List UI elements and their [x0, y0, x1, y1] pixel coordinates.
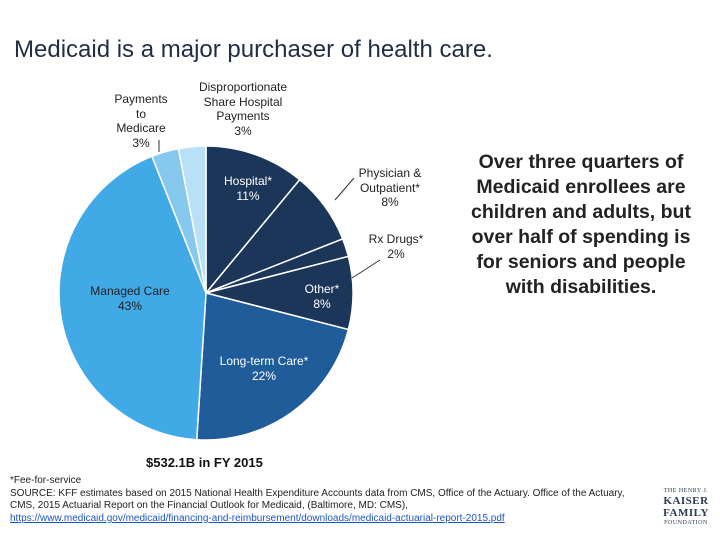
logo-line-3: FAMILY: [663, 507, 709, 519]
slice-value-hospital: 11%: [236, 188, 260, 203]
slide-title: Medicaid is a major purchaser of health …: [14, 36, 493, 63]
slice-name-physician: Physician & Outpatient*: [358, 166, 422, 195]
slice-name-managed-care: Managed Care: [90, 284, 170, 298]
source-note: SOURCE: KFF estimates based on 2015 Nati…: [10, 488, 650, 526]
logo-line-1: THE HENRY J.: [663, 488, 709, 494]
slice-label-long-term-care: Long-term Care* 22%: [204, 354, 324, 383]
slice-value-payments-to-medicare: 3%: [132, 135, 150, 150]
footnotes: *Fee-for-service SOURCE: KFF estimates b…: [10, 475, 650, 525]
slice-value-rx-drugs: 2%: [387, 246, 405, 261]
fee-for-service-note: *Fee-for-service: [10, 475, 82, 486]
source-text: SOURCE: KFF estimates based on 2015 Nati…: [10, 487, 625, 512]
callout-text: Over three quarters of Medicaid enrollee…: [471, 151, 691, 298]
slice-name-dsh: Disproportionate Share Hospital Payments: [198, 80, 288, 123]
leader-line-physician: [334, 177, 355, 201]
slice-value-managed-care: 43%: [117, 298, 143, 313]
slice-name-other: Other*: [304, 282, 340, 296]
slice-name-long-term-care: Long-term Care*: [219, 354, 309, 368]
slice-label-rx-drugs: Rx Drugs* 2%: [356, 232, 436, 261]
slice-label-physician: Physician & Outpatient* 8%: [340, 166, 440, 210]
logo-line-4: FOUNDATION: [664, 520, 708, 526]
slice-label-hospital: Hospital* 11%: [210, 174, 286, 203]
slice-label-dsh: Disproportionate Share Hospital Payments…: [186, 80, 300, 138]
logo-line-2: KAISER: [663, 495, 709, 507]
slice-name-hospital: Hospital*: [223, 174, 273, 188]
slice-value-long-term-care: 22%: [251, 368, 277, 383]
slice-name-rx-drugs: Rx Drugs*: [368, 232, 424, 246]
slice-label-managed-care: Managed Care 43%: [80, 284, 180, 313]
slice-label-other: Other* 8%: [292, 282, 352, 311]
leader-line-rx-drugs: [351, 259, 381, 279]
slice-name-payments-to-medicare: Payments to Medicare: [114, 92, 168, 135]
slice-label-payments-to-medicare: Payments to Medicare 3%: [100, 92, 182, 150]
source-link[interactable]: https://www.medicaid.gov/medicaid/financ…: [10, 512, 505, 524]
pie-slice-long-term-care: [195, 292, 350, 441]
total-spending-label: $532.1B in FY 2015: [146, 455, 263, 470]
slice-value-dsh: 3%: [234, 123, 252, 138]
kff-logo: THE HENRY J. KAISER FAMILY FOUNDATION: [660, 487, 712, 533]
pie-slice-managed-care: [58, 155, 207, 441]
slice-value-other: 8%: [313, 296, 331, 311]
slice-value-physician: 8%: [381, 195, 399, 209]
pie-slice-hospital: [205, 145, 301, 296]
pie-slice-disproportionate-share-hospital-payments: [177, 145, 207, 294]
